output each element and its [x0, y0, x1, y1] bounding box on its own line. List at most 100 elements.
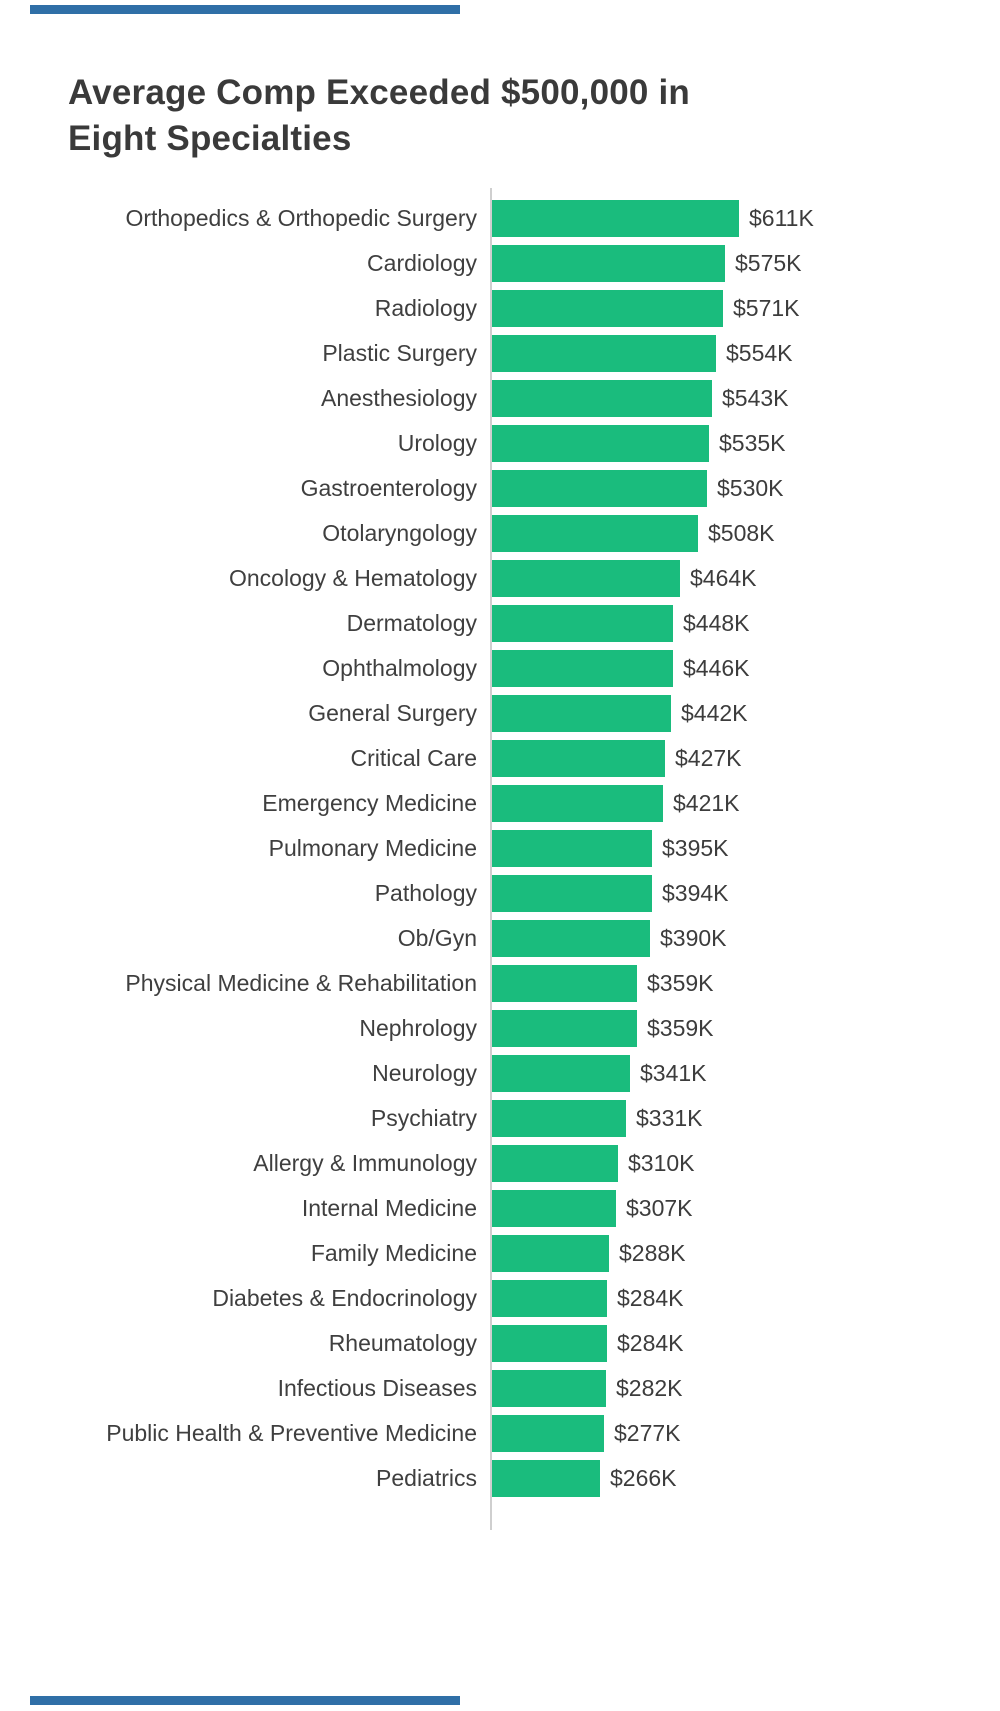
bar — [492, 515, 698, 552]
value-label: $390K — [660, 925, 727, 951]
category-label: Diabetes & Endocrinology — [212, 1285, 477, 1311]
category-label: Pulmonary Medicine — [268, 835, 477, 861]
bar — [492, 785, 663, 822]
chart-row: Pediatrics $266K — [0, 1456, 1000, 1501]
chart-title-line1: Average Comp Exceeded $500,000 in — [68, 73, 691, 112]
value-label: $284K — [617, 1285, 684, 1311]
bar — [492, 695, 671, 732]
chart-row: Critical Care $427K — [0, 736, 1000, 781]
y-axis-line — [490, 188, 492, 1530]
value-label: $394K — [662, 880, 729, 906]
chart-row: Pathology $394K — [0, 871, 1000, 916]
value-label: $359K — [647, 970, 714, 996]
chart-row: General Surgery $442K — [0, 691, 1000, 736]
category-label: Pediatrics — [376, 1465, 477, 1491]
bar — [492, 335, 716, 372]
bar — [492, 1280, 607, 1317]
bar — [492, 650, 673, 687]
value-label: $508K — [708, 520, 775, 546]
bottom-accent-stripe — [30, 1696, 460, 1705]
category-label: Cardiology — [367, 250, 477, 276]
value-label: $530K — [717, 475, 784, 501]
bar — [492, 1190, 616, 1227]
value-label: $421K — [673, 790, 740, 816]
category-label: Rheumatology — [328, 1330, 477, 1356]
bar — [492, 560, 680, 597]
bar — [492, 290, 723, 327]
value-label: $288K — [619, 1240, 686, 1266]
category-label: Plastic Surgery — [322, 340, 477, 366]
bar — [492, 1460, 600, 1497]
top-accent-stripe — [30, 5, 460, 14]
chart-row: Gastroenterology $530K — [0, 466, 1000, 511]
value-label: $543K — [722, 385, 789, 411]
chart-row: Plastic Surgery $554K — [0, 331, 1000, 376]
chart-row: Ophthalmology $446K — [0, 646, 1000, 691]
value-label: $575K — [735, 250, 802, 276]
chart-row: Family Medicine $288K — [0, 1231, 1000, 1276]
category-label: Emergency Medicine — [262, 790, 477, 816]
value-label: $359K — [647, 1015, 714, 1041]
category-label: Internal Medicine — [301, 1195, 477, 1221]
bar — [492, 920, 650, 957]
category-label: Gastroenterology — [300, 475, 477, 501]
category-label: General Surgery — [308, 700, 477, 726]
bar — [492, 245, 725, 282]
value-label: $341K — [640, 1060, 707, 1086]
value-label: $395K — [662, 835, 729, 861]
chart-row: Oncology & Hematology $464K — [0, 556, 1000, 601]
chart-row: Neurology $341K — [0, 1051, 1000, 1096]
value-label: $277K — [614, 1420, 681, 1446]
category-label: Allergy & Immunology — [253, 1150, 477, 1176]
bar — [492, 740, 665, 777]
category-label: Dermatology — [346, 610, 477, 636]
bar — [492, 875, 652, 912]
chart-row: Public Health & Preventive Medicine $277K — [0, 1411, 1000, 1456]
bar — [492, 830, 652, 867]
bar — [492, 380, 712, 417]
bar — [492, 1010, 637, 1047]
bar — [492, 1325, 607, 1362]
category-label: Critical Care — [350, 745, 477, 771]
value-label: $266K — [610, 1465, 677, 1491]
chart-title: Average Comp Exceeded $500,000 in Eight … — [68, 70, 690, 162]
chart-row: Emergency Medicine $421K — [0, 781, 1000, 826]
category-label: Pathology — [374, 880, 477, 906]
value-label: $331K — [636, 1105, 703, 1131]
value-label: $554K — [726, 340, 793, 366]
value-label: $446K — [683, 655, 750, 681]
value-label: $448K — [683, 610, 750, 636]
category-label: Anesthesiology — [321, 385, 477, 411]
chart-row: Pulmonary Medicine $395K — [0, 826, 1000, 871]
chart-row: Urology $535K — [0, 421, 1000, 466]
bar — [492, 1055, 630, 1092]
value-label: $284K — [617, 1330, 684, 1356]
bar — [492, 200, 739, 237]
category-label: Ophthalmology — [322, 655, 477, 681]
category-label: Otolaryngology — [322, 520, 477, 546]
bar — [492, 1370, 606, 1407]
value-label: $611K — [749, 205, 814, 231]
category-label: Oncology & Hematology — [228, 565, 477, 591]
bar — [492, 1415, 604, 1452]
chart-row: Orthopedics & Orthopedic Surgery $611K — [0, 196, 1000, 241]
bar — [492, 1235, 609, 1272]
value-label: $307K — [626, 1195, 693, 1221]
chart-row: Nephrology $359K — [0, 1006, 1000, 1051]
category-label: Radiology — [374, 295, 477, 321]
chart-row: Diabetes & Endocrinology $284K — [0, 1276, 1000, 1321]
category-label: Psychiatry — [370, 1105, 477, 1131]
chart-row: Radiology $571K — [0, 286, 1000, 331]
bar — [492, 965, 637, 1002]
category-label: Urology — [397, 430, 477, 456]
value-label: $571K — [733, 295, 800, 321]
chart-row: Internal Medicine $307K — [0, 1186, 1000, 1231]
value-label: $535K — [719, 430, 786, 456]
chart-row: Dermatology $448K — [0, 601, 1000, 646]
bar — [492, 470, 707, 507]
category-label: Neurology — [372, 1060, 477, 1086]
category-label: Public Health & Preventive Medicine — [106, 1420, 477, 1446]
chart-row: Otolaryngology $508K — [0, 511, 1000, 556]
chart-title-line2: Eight Specialties — [68, 119, 352, 158]
